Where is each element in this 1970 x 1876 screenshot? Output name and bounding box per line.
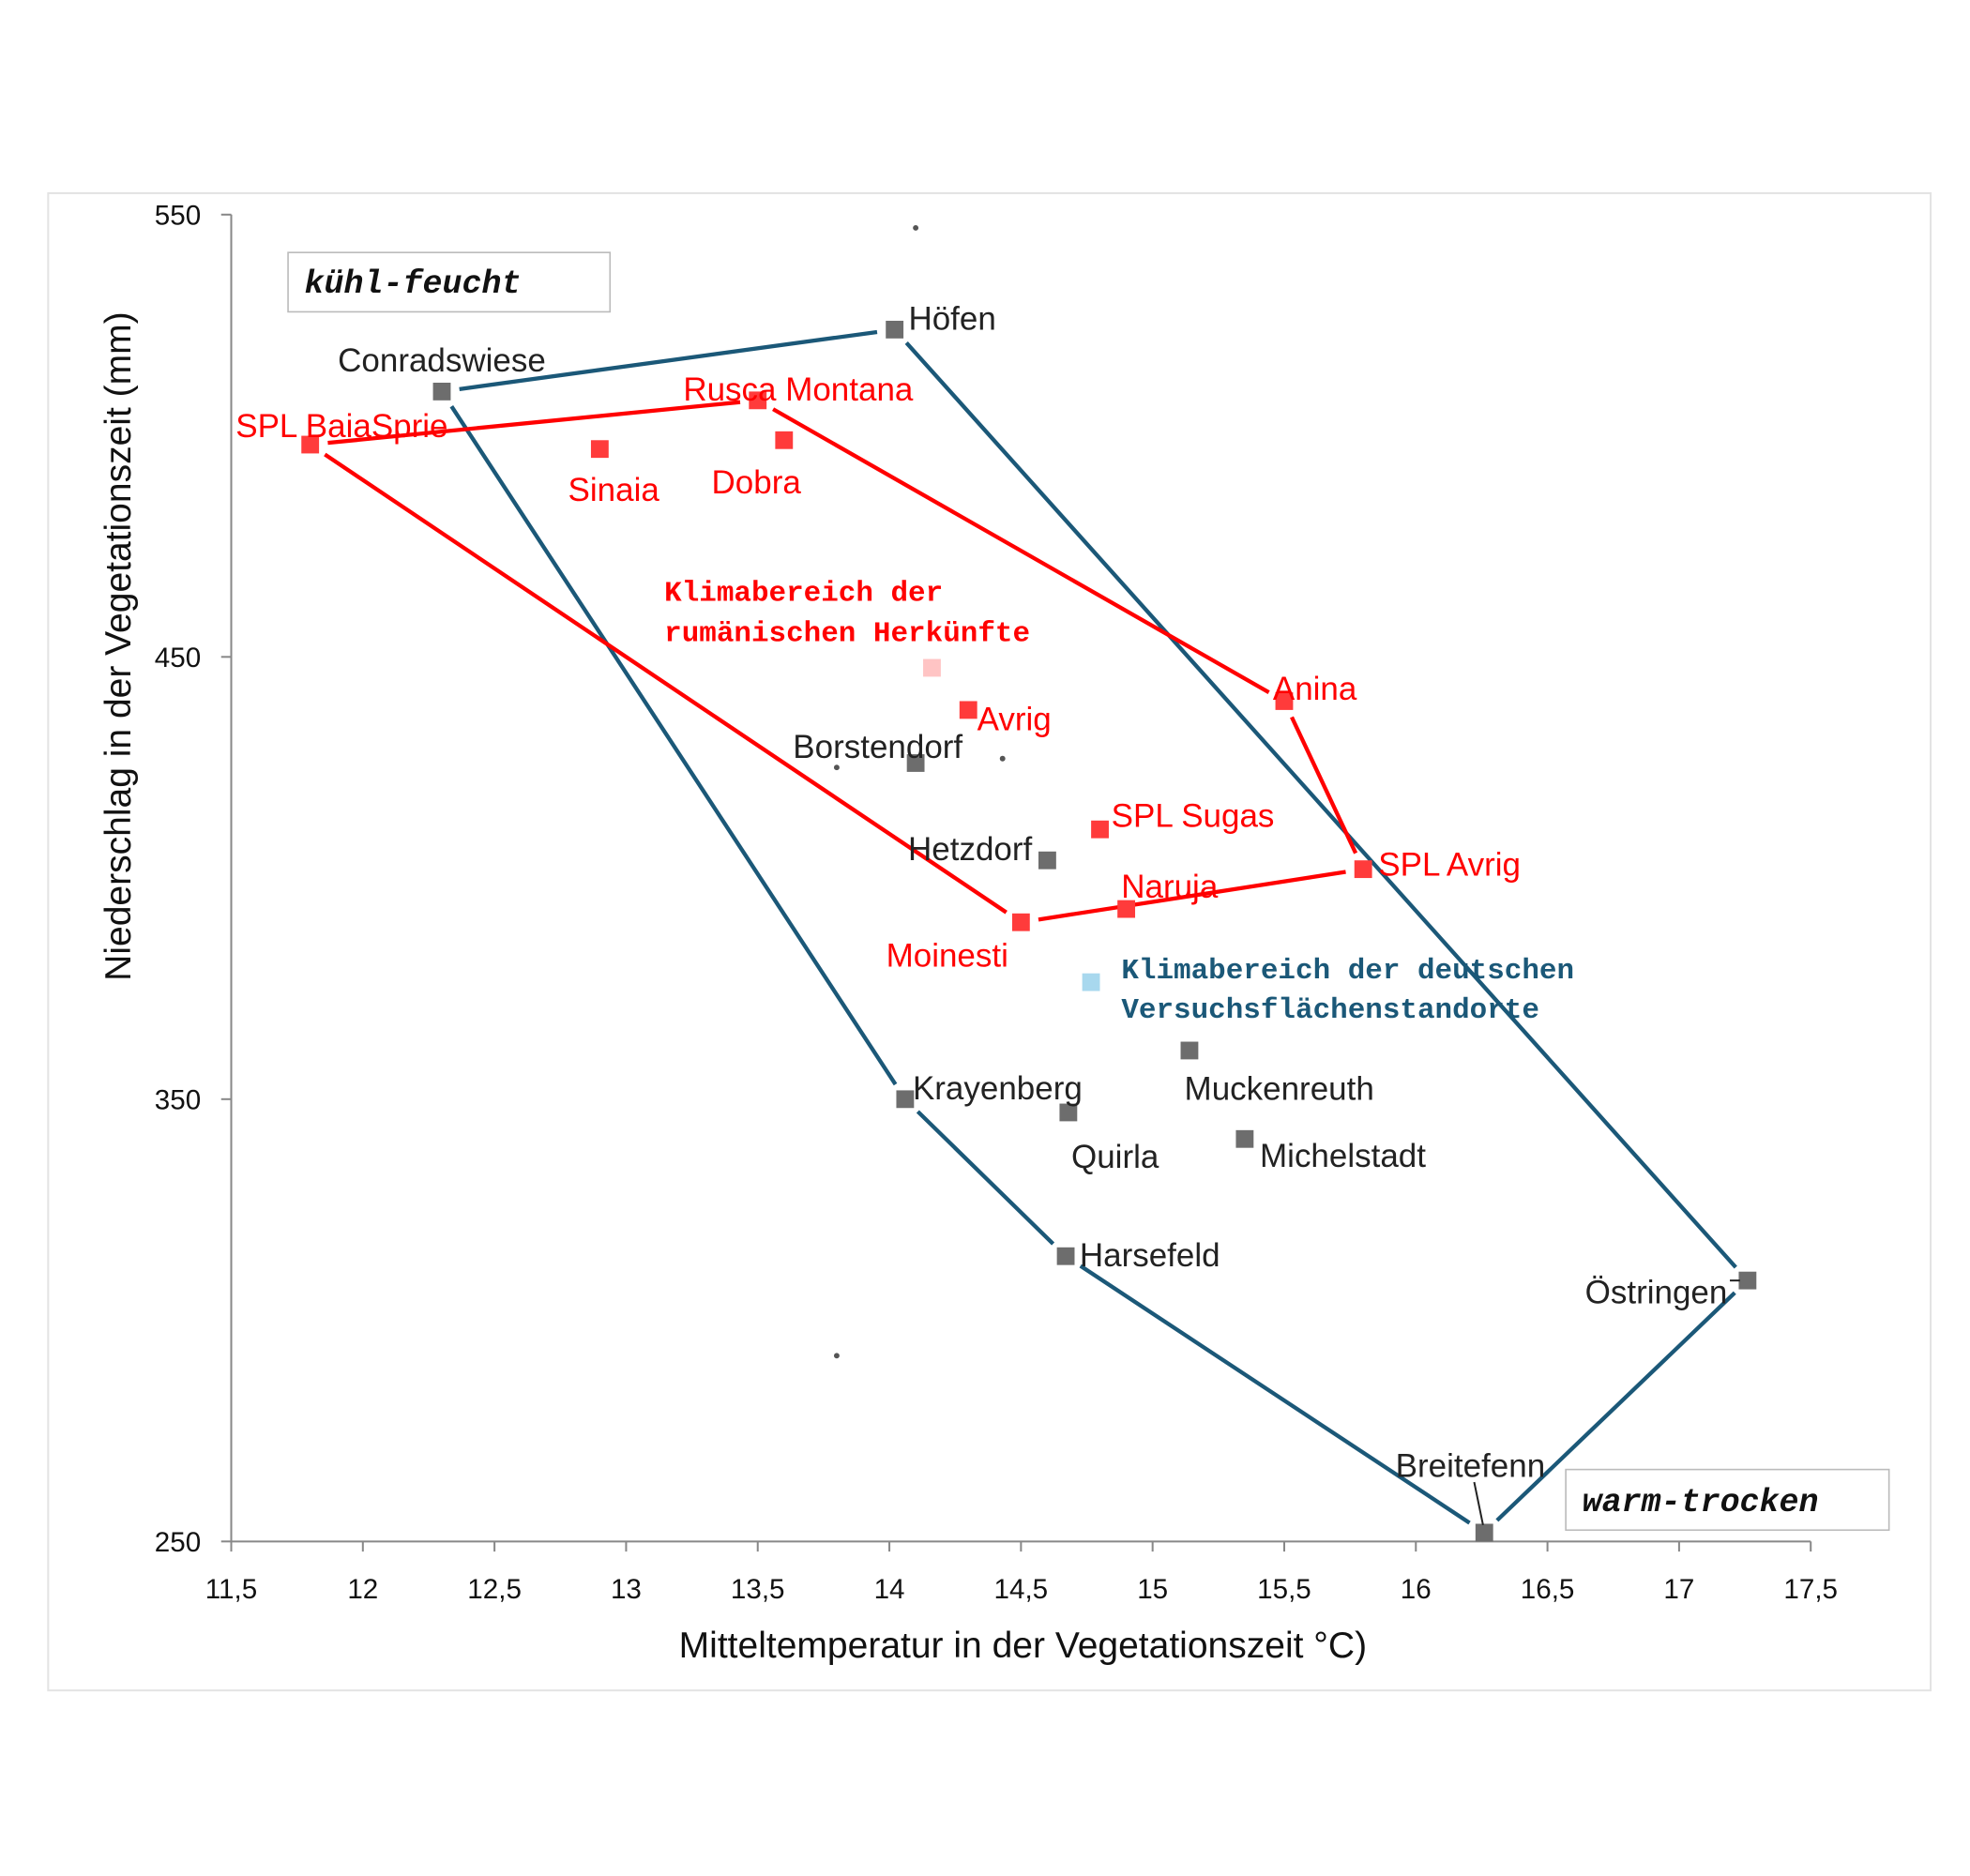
y-tick-label: 450 — [155, 643, 201, 673]
small-dot-marker — [833, 764, 840, 771]
romanian-range-annotation-line2: rumänischen Herkünfte — [664, 618, 1030, 651]
x-tick-label: 13 — [611, 1574, 642, 1605]
marker-spl-baiasprie — [301, 435, 320, 454]
marker-harsefeld — [1056, 1247, 1075, 1265]
german-range-hull-edge — [916, 1110, 1055, 1246]
marker-sinaia — [590, 440, 609, 459]
romanian-range-hull-edge — [324, 452, 1008, 915]
corner-label-text: kühl-feucht — [305, 265, 522, 303]
point-label-sinaia: Sinaia — [568, 472, 660, 508]
marker-oestringen — [1738, 1271, 1757, 1290]
point-label-hetzdorf: Hetzdorf — [908, 831, 1032, 868]
marker-quirla — [1059, 1103, 1078, 1122]
corner-label-cool-moist: kühl-feucht — [287, 251, 612, 313]
german-legend-marker — [1082, 973, 1100, 991]
german-range-hull-edge — [1079, 1263, 1471, 1525]
marker-naruja — [1117, 900, 1136, 918]
point-label-quirla: Quirla — [1071, 1139, 1159, 1175]
corner-label-warm-dry: warm-trocken — [1565, 1468, 1890, 1532]
marker-breitefenn — [1475, 1523, 1493, 1542]
x-tick-label: 12,5 — [467, 1574, 522, 1605]
small-dot-marker — [833, 1353, 840, 1359]
marker-avrig — [959, 701, 977, 719]
x-tick-label: 13,5 — [731, 1574, 785, 1605]
point-label-muckenreuth: Muckenreuth — [1185, 1070, 1374, 1107]
point-label-spl-avrig: SPL Avrig — [1378, 846, 1521, 883]
marker-krayenberg — [896, 1090, 915, 1109]
marker-spl-avrig — [1354, 860, 1372, 879]
romanian-range-annotation-line1: Klimabereich der — [664, 578, 943, 611]
marker-spl-sugas — [1091, 820, 1109, 839]
chart-frame — [47, 191, 1932, 1692]
point-label-michelstadt: Michelstadt — [1260, 1138, 1426, 1174]
small-dot-marker — [913, 224, 919, 231]
small-dot-marker — [999, 755, 1006, 762]
point-label-anina: Anina — [1273, 671, 1357, 707]
x-tick-label: 16 — [1401, 1574, 1432, 1605]
point-label-spl-sugas: SPL Sugas — [1112, 798, 1275, 835]
german-range-hull-edge — [904, 340, 1737, 1269]
x-tick-label: 15,5 — [1257, 1574, 1311, 1605]
german-range-annotation-line2: Versuchsflächenstandorte — [1121, 994, 1539, 1027]
x-tick-label: 17,5 — [1783, 1574, 1838, 1605]
x-tick-label: 14 — [874, 1574, 905, 1605]
romanian-legend-marker — [923, 658, 941, 677]
y-tick-label: 550 — [155, 201, 201, 232]
x-tick-label: 12 — [347, 1574, 378, 1605]
point-label-oestringen: Östringen — [1585, 1274, 1728, 1310]
german-range-hull-edge — [459, 329, 878, 391]
point-label-hoefen: Höfen — [908, 300, 995, 337]
point-label-conradswiese: Conradswiese — [338, 342, 546, 379]
marker-muckenreuth — [1180, 1041, 1199, 1060]
marker-conradswiese — [432, 382, 451, 401]
point-label-rusca-montana: Rusca Montana — [683, 371, 914, 408]
romanian-range-hull-edge — [772, 407, 1270, 694]
romanian-range-hull-edge — [1038, 870, 1346, 922]
corner-label-text: warm-trocken — [1583, 1484, 1819, 1521]
marker-moinesti — [1011, 913, 1030, 931]
x-tick-label: 16,5 — [1521, 1574, 1575, 1605]
x-tick-label: 15 — [1137, 1574, 1168, 1605]
point-label-krayenberg: Krayenberg — [913, 1070, 1083, 1107]
german-range-hull-edge — [1495, 1291, 1736, 1522]
x-tick-label: 11,5 — [205, 1574, 257, 1605]
romanian-range-hull-edge — [327, 400, 741, 446]
point-label-naruja: Naruja — [1121, 869, 1219, 905]
point-label-harsefeld: Harsefeld — [1080, 1237, 1220, 1274]
point-label-avrig: Avrig — [977, 701, 1052, 737]
x-tick-label: 14,5 — [994, 1574, 1049, 1605]
german-range-annotation-line1: Klimabereich der deutschen — [1121, 955, 1574, 988]
x-tick-label: 17 — [1663, 1574, 1694, 1605]
point-label-moinesti: Moinesti — [886, 937, 1008, 974]
point-label-borstendorf: Borstendorf — [793, 729, 962, 765]
marker-dobra — [775, 431, 794, 449]
german-range-hull-edge — [449, 404, 898, 1086]
breitefenn-leader-line — [1473, 1481, 1484, 1526]
x-axis-title: Mitteltemperatur in der Vegetationszeit … — [679, 1626, 1367, 1666]
marker-hoefen — [886, 320, 904, 339]
point-label-spl-baiasprie: SPL BaiaSprie — [235, 408, 447, 445]
marker-michelstadt — [1235, 1129, 1254, 1148]
y-axis-title: Niederschlag in der Vegetationszeit (mm) — [98, 311, 139, 980]
marker-rusca-montana — [749, 391, 767, 410]
marker-hetzdorf — [1038, 851, 1056, 870]
point-label-dobra: Dobra — [712, 464, 802, 501]
y-tick-label: 350 — [155, 1085, 201, 1116]
romanian-range-hull-edge — [1290, 716, 1358, 855]
marker-anina — [1275, 692, 1294, 710]
y-tick-label: 250 — [155, 1527, 201, 1558]
point-label-breitefenn: Breitefenn — [1396, 1448, 1545, 1485]
marker-borstendorf — [906, 754, 925, 772]
